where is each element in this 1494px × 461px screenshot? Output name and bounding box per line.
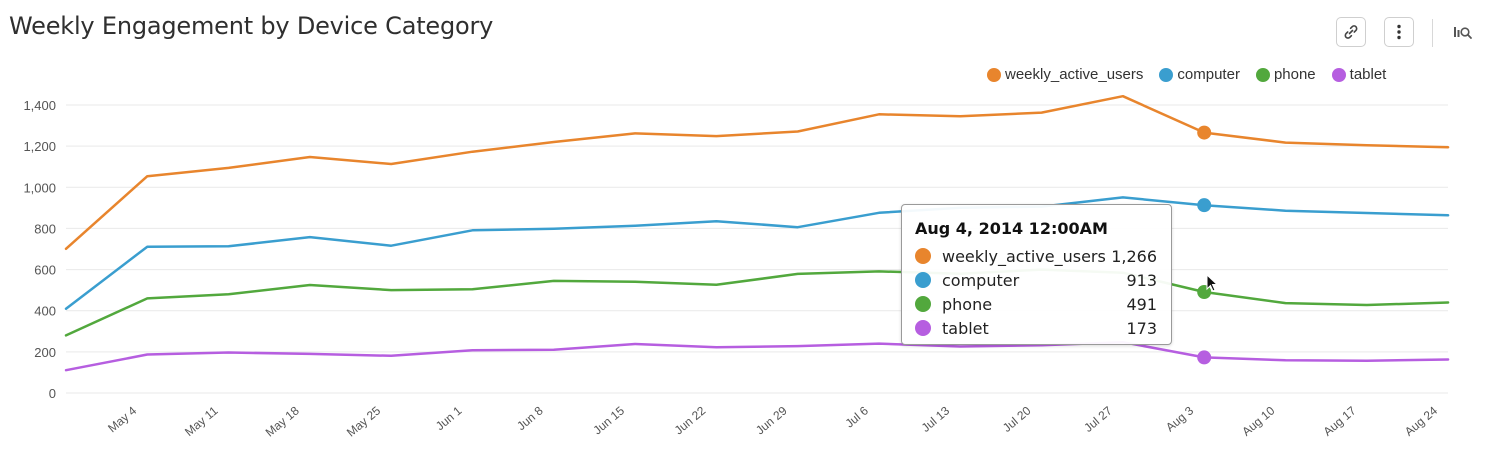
chart-tooltip: Aug 4, 2014 12:00AM weekly_active_users 1… [901, 204, 1172, 345]
tooltip-swatch [915, 320, 931, 336]
tooltip-row-weekly-active-users: weekly_active_users 1,266 [915, 244, 1157, 268]
x-tick-label: Aug 10 [1239, 403, 1277, 438]
tooltip-swatch [915, 272, 931, 288]
x-tick-label: Jun 29 [753, 403, 790, 437]
tooltip-series-name: computer [942, 270, 1020, 290]
highlight-point-tablet[interactable] [1197, 350, 1212, 365]
legend-label: tablet [1349, 66, 1387, 83]
legend-item-weekly-active-users[interactable]: weekly_active_users [987, 66, 1143, 83]
copy-link-button[interactable] [1336, 17, 1366, 47]
tooltip-swatch [915, 248, 931, 264]
x-tick-label: Jul 13 [919, 403, 953, 435]
x-tick-label: Aug 24 [1402, 403, 1440, 438]
y-tick-label: 1,000 [23, 180, 56, 195]
tooltip-swatch [915, 296, 931, 312]
more-vertical-icon [1397, 24, 1401, 40]
tooltip-row-computer: computer 913 [915, 268, 1157, 292]
tooltip-value: 173 [1126, 318, 1157, 338]
legend-label: weekly_active_users [1005, 66, 1144, 83]
mouse-cursor-icon [1206, 274, 1219, 292]
x-tick-label: May 18 [263, 403, 302, 439]
x-tick-label: Aug 3 [1163, 403, 1196, 434]
series-line-tablet[interactable] [64, 340, 1450, 372]
x-tick-label: May 4 [105, 403, 139, 435]
tooltip-value: 491 [1126, 294, 1157, 314]
link-icon [1344, 25, 1358, 39]
legend-swatch [1159, 67, 1174, 82]
y-tick-label: 0 [49, 386, 56, 401]
legend-item-tablet[interactable]: tablet [1331, 66, 1387, 83]
explore-data-icon [1454, 27, 1472, 39]
more-options-button[interactable] [1384, 17, 1414, 47]
x-tick-label: Jun 22 [672, 403, 709, 437]
series-line-computer[interactable] [64, 196, 1450, 310]
tooltip-series-name: tablet [942, 318, 989, 338]
x-tick-label: Jul 6 [843, 403, 872, 430]
tooltip-row-tablet: tablet 173 [915, 316, 1157, 340]
tooltip-series-name: phone [942, 294, 993, 314]
explore-data-button[interactable] [1448, 17, 1478, 47]
series-line-phone[interactable] [64, 268, 1450, 337]
legend-swatch [1331, 67, 1346, 82]
y-tick-label: 400 [34, 304, 56, 319]
tooltip-value: 913 [1126, 270, 1157, 290]
y-tick-label: 600 [34, 263, 56, 278]
chart-title: Weekly Engagement by Device Category [9, 12, 494, 40]
legend-swatch [987, 67, 1001, 82]
x-tick-label: Aug 17 [1321, 403, 1359, 438]
toolbar-divider [1432, 19, 1433, 47]
tooltip-value: 1,266 [1111, 246, 1157, 266]
x-tick-label: May 25 [344, 403, 383, 439]
tooltip-series-name: weekly_active_users [942, 246, 1106, 266]
x-tick-label: Jul 27 [1081, 403, 1115, 435]
tooltip-row-phone: phone 491 [915, 292, 1157, 316]
y-tick-label: 1,200 [23, 139, 56, 154]
legend-label: computer [1177, 66, 1240, 83]
y-tick-label: 1,400 [23, 98, 56, 113]
legend-label: phone [1273, 66, 1316, 83]
series-line-weekly-active-users[interactable] [64, 94, 1450, 251]
legend-item-computer[interactable]: computer [1159, 66, 1240, 83]
highlight-point-weekly-active-users[interactable] [1197, 125, 1212, 140]
tooltip-title: Aug 4, 2014 12:00AM [915, 219, 1108, 238]
x-tick-label: May 11 [182, 403, 221, 439]
x-tick-label: Jun 1 [433, 403, 465, 433]
legend-item-phone[interactable]: phone [1255, 66, 1316, 83]
x-tick-label: Jun 8 [514, 403, 546, 433]
highlight-point-computer[interactable] [1197, 198, 1212, 213]
y-tick-label: 800 [34, 221, 56, 236]
legend-swatch [1255, 67, 1270, 82]
y-tick-label: 200 [34, 345, 56, 360]
x-tick-label: Jun 15 [590, 403, 627, 437]
chart-legend: weekly_active_users computer phone tablet [987, 66, 1402, 83]
x-tick-label: Jul 20 [1000, 403, 1034, 435]
